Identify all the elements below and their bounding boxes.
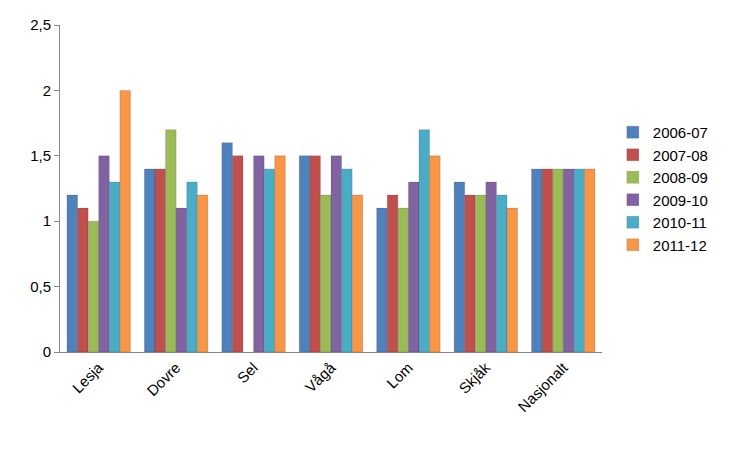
svg-text:1,5: 1,5 — [30, 147, 51, 164]
svg-text:Dovre: Dovre — [143, 359, 183, 399]
svg-text:2008-09: 2008-09 — [653, 169, 708, 186]
svg-text:2,5: 2,5 — [30, 16, 51, 33]
svg-text:2007-08: 2007-08 — [653, 147, 708, 164]
svg-text:2009-10: 2009-10 — [653, 192, 708, 209]
svg-text:1: 1 — [43, 212, 51, 229]
svg-text:2011-12: 2011-12 — [653, 237, 707, 254]
svg-text:Vågå: Vågå — [302, 358, 339, 395]
svg-text:Skjåk: Skjåk — [455, 359, 493, 397]
svg-text:Nasjonalt: Nasjonalt — [514, 358, 571, 415]
svg-text:2006-07: 2006-07 — [653, 124, 708, 141]
svg-text:0,5: 0,5 — [30, 278, 51, 295]
svg-text:0: 0 — [43, 343, 51, 360]
svg-text:Sel: Sel — [234, 359, 261, 386]
svg-text:2010-11: 2010-11 — [653, 214, 707, 231]
svg-text:Lom: Lom — [383, 359, 416, 392]
svg-text:Lesja: Lesja — [69, 358, 107, 396]
svg-text:2: 2 — [43, 82, 51, 99]
